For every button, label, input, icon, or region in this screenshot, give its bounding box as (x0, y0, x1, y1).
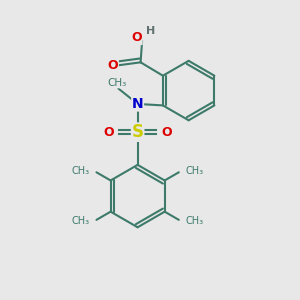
Text: CH₃: CH₃ (107, 78, 127, 88)
Text: O: O (131, 32, 142, 44)
Text: CH₃: CH₃ (185, 216, 203, 226)
Text: CH₃: CH₃ (72, 166, 90, 176)
Text: O: O (103, 126, 114, 139)
Text: S: S (132, 123, 144, 141)
Text: CH₃: CH₃ (185, 166, 203, 176)
Text: N: N (132, 97, 143, 111)
Text: H: H (146, 26, 155, 36)
Text: O: O (108, 59, 118, 72)
Text: O: O (161, 126, 172, 139)
Text: CH₃: CH₃ (72, 216, 90, 226)
